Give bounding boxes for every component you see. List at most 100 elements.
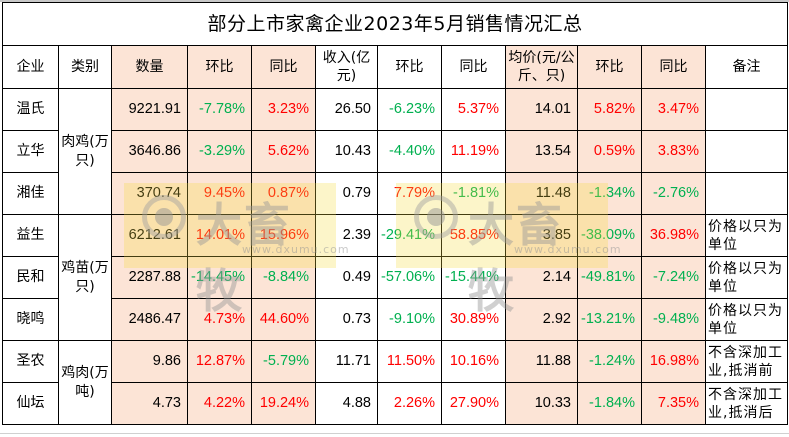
header-price-mom[interactable]: 环比 <box>577 45 642 89</box>
cell-revenue[interactable]: 0.49 <box>315 256 378 299</box>
cell-price-yoy[interactable]: 3.83% <box>641 130 706 173</box>
cell-qty-yoy[interactable]: 19.24% <box>251 382 316 425</box>
cell-quantity[interactable]: 6212.61 <box>111 214 188 257</box>
cell-company[interactable]: 仙坛 <box>2 382 59 425</box>
cell-price[interactable]: 11.48 <box>505 172 578 215</box>
cell-price-yoy[interactable]: 3.47% <box>641 88 706 131</box>
cell-qty-yoy[interactable]: 15.96% <box>251 214 316 257</box>
cell-price-mom[interactable]: -13.21% <box>577 298 642 341</box>
cell-remark[interactable]: 价格以只为单位 <box>705 256 788 299</box>
cell-price[interactable]: 13.54 <box>505 130 578 173</box>
cell-qty-yoy[interactable]: 5.62% <box>251 130 316 173</box>
cell-rev-yoy[interactable]: -1.81% <box>441 172 506 215</box>
header-remark[interactable]: 备注 <box>705 45 788 89</box>
cell-quantity[interactable]: 9.86 <box>111 340 188 383</box>
cell-remark[interactable]: 不含深加工业,抵消后 <box>705 382 788 425</box>
cell-price-yoy[interactable]: 7.35% <box>641 382 706 425</box>
cell-remark[interactable] <box>705 88 788 131</box>
header-price-yoy[interactable]: 同比 <box>641 45 706 89</box>
cell-rev-yoy[interactable]: -15.44% <box>441 256 506 299</box>
cell-quantity[interactable]: 4.73 <box>111 382 188 425</box>
cell-rev-mom[interactable]: -57.06% <box>377 256 442 299</box>
cell-category-chick[interactable]: 鸡苗(万只) <box>58 214 112 341</box>
cell-revenue[interactable]: 11.71 <box>315 340 378 383</box>
cell-revenue[interactable]: 4.88 <box>315 382 378 425</box>
cell-company[interactable]: 晓鸣 <box>2 298 59 341</box>
cell-rev-mom[interactable]: -6.23% <box>377 88 442 131</box>
cell-company[interactable]: 圣农 <box>2 340 59 383</box>
cell-price-yoy[interactable]: 36.98% <box>641 214 706 257</box>
cell-rev-mom[interactable]: 7.79% <box>377 172 442 215</box>
cell-qty-mom[interactable]: -7.78% <box>187 88 252 131</box>
cell-qty-mom[interactable]: 9.45% <box>187 172 252 215</box>
header-category[interactable]: 类别 <box>58 45 112 89</box>
cell-price-mom[interactable]: -1.24% <box>577 340 642 383</box>
cell-price[interactable]: 3.85 <box>505 214 578 257</box>
cell-rev-yoy[interactable]: 58.85% <box>441 214 506 257</box>
header-price[interactable]: 均价(元/公斤、只) <box>505 45 578 89</box>
cell-rev-mom[interactable]: -9.10% <box>377 298 442 341</box>
cell-price-mom[interactable]: -49.81% <box>577 256 642 299</box>
cell-qty-mom[interactable]: -3.29% <box>187 130 252 173</box>
cell-qty-mom[interactable]: 4.22% <box>187 382 252 425</box>
header-qty-mom[interactable]: 环比 <box>187 45 252 89</box>
cell-qty-yoy[interactable]: -8.84% <box>251 256 316 299</box>
cell-company[interactable]: 湘佳 <box>2 172 59 215</box>
table-title[interactable]: 部分上市家禽企业2023年5月销售情况汇总 <box>2 2 788 46</box>
cell-price-yoy[interactable]: -2.76% <box>641 172 706 215</box>
cell-quantity[interactable]: 2287.88 <box>111 256 188 299</box>
cell-revenue[interactable]: 10.43 <box>315 130 378 173</box>
cell-price-mom[interactable]: -38.09% <box>577 214 642 257</box>
cell-rev-mom[interactable]: 11.50% <box>377 340 442 383</box>
cell-qty-mom[interactable]: 12.87% <box>187 340 252 383</box>
header-revenue[interactable]: 收入(亿元) <box>315 45 378 89</box>
cell-price[interactable]: 14.01 <box>505 88 578 131</box>
cell-price[interactable]: 2.92 <box>505 298 578 341</box>
cell-company[interactable]: 民和 <box>2 256 59 299</box>
cell-qty-yoy[interactable]: 44.60% <box>251 298 316 341</box>
cell-company[interactable]: 益生 <box>2 214 59 257</box>
cell-rev-mom[interactable]: -4.40% <box>377 130 442 173</box>
cell-quantity[interactable]: 3646.86 <box>111 130 188 173</box>
cell-quantity[interactable]: 2486.47 <box>111 298 188 341</box>
cell-remark[interactable]: 价格以只为单位 <box>705 298 788 341</box>
cell-rev-yoy[interactable]: 11.19% <box>441 130 506 173</box>
cell-rev-mom[interactable]: 2.26% <box>377 382 442 425</box>
cell-rev-mom[interactable]: -29.41% <box>377 214 442 257</box>
cell-rev-yoy[interactable]: 5.37% <box>441 88 506 131</box>
cell-company[interactable]: 立华 <box>2 130 59 173</box>
cell-revenue[interactable]: 2.39 <box>315 214 378 257</box>
cell-remark[interactable] <box>705 130 788 173</box>
cell-revenue[interactable]: 0.73 <box>315 298 378 341</box>
cell-quantity[interactable]: 370.74 <box>111 172 188 215</box>
header-rev-yoy[interactable]: 同比 <box>441 45 506 89</box>
header-rev-mom[interactable]: 环比 <box>377 45 442 89</box>
cell-qty-yoy[interactable]: 0.87% <box>251 172 316 215</box>
cell-category-broiler[interactable]: 肉鸡(万只) <box>58 88 112 215</box>
cell-price-mom[interactable]: 0.59% <box>577 130 642 173</box>
cell-price-mom[interactable]: 5.82% <box>577 88 642 131</box>
cell-revenue[interactable]: 0.79 <box>315 172 378 215</box>
cell-remark[interactable]: 价格以只为单位 <box>705 214 788 257</box>
cell-qty-yoy[interactable]: 3.23% <box>251 88 316 131</box>
header-quantity[interactable]: 数量 <box>111 45 188 89</box>
cell-remark[interactable] <box>705 172 788 215</box>
cell-quantity[interactable]: 9221.91 <box>111 88 188 131</box>
cell-price-yoy[interactable]: -7.24% <box>641 256 706 299</box>
cell-rev-yoy[interactable]: 10.16% <box>441 340 506 383</box>
cell-price[interactable]: 11.88 <box>505 340 578 383</box>
cell-price-yoy[interactable]: 16.98% <box>641 340 706 383</box>
cell-rev-yoy[interactable]: 27.90% <box>441 382 506 425</box>
cell-qty-mom[interactable]: 4.73% <box>187 298 252 341</box>
cell-category-chicken-meat[interactable]: 鸡肉(万吨) <box>58 340 112 425</box>
cell-price-yoy[interactable]: -9.48% <box>641 298 706 341</box>
cell-price-mom[interactable]: -1.34% <box>577 172 642 215</box>
cell-rev-yoy[interactable]: 30.89% <box>441 298 506 341</box>
cell-price-mom[interactable]: -1.84% <box>577 382 642 425</box>
cell-qty-yoy[interactable]: -5.79% <box>251 340 316 383</box>
cell-price[interactable]: 2.14 <box>505 256 578 299</box>
cell-qty-mom[interactable]: 14.01% <box>187 214 252 257</box>
cell-price[interactable]: 10.33 <box>505 382 578 425</box>
cell-remark[interactable]: 不含深加工业,抵消前 <box>705 340 788 383</box>
cell-company[interactable]: 温氏 <box>2 88 59 131</box>
